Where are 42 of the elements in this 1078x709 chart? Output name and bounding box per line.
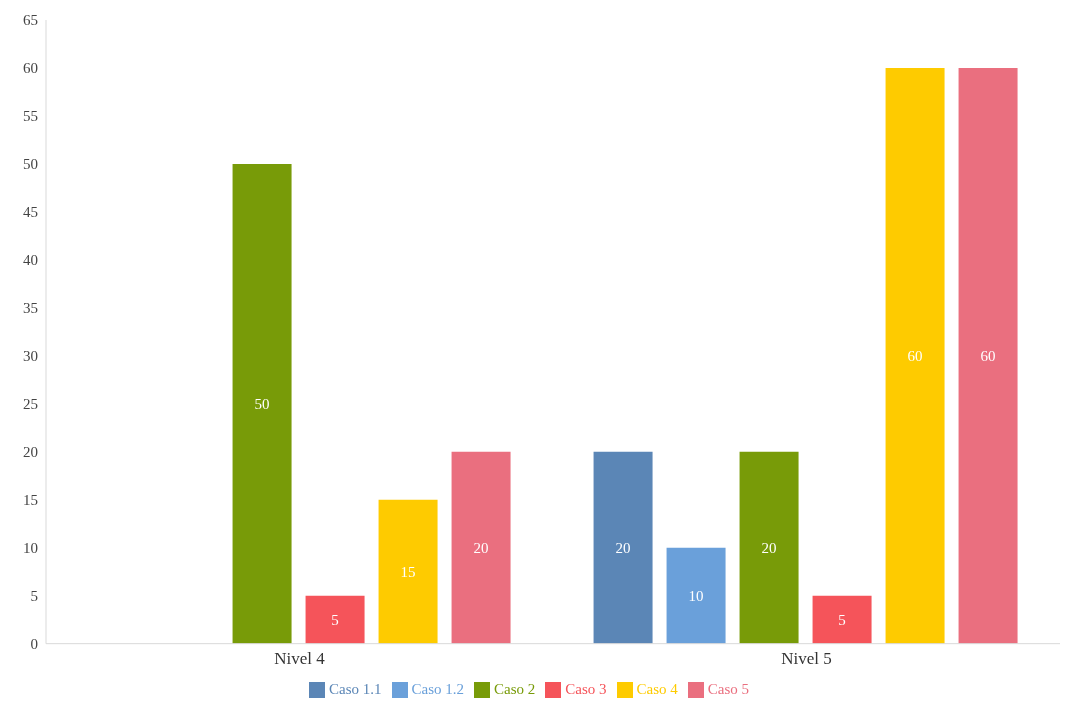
y-tick-label: 40 (23, 252, 38, 269)
legend-label: Caso 5 (707, 680, 749, 697)
legend-label: Caso 1.2 (411, 680, 464, 697)
data-label: 10 (688, 588, 704, 605)
bar (232, 163, 292, 644)
y-tick-label: 0 (30, 636, 38, 652)
bar (666, 547, 726, 644)
y-tick-label: 60 (23, 60, 38, 77)
bar (812, 595, 872, 644)
data-label: 20 (615, 540, 631, 557)
y-tick-label: 35 (23, 300, 38, 317)
data-label: 50 (254, 396, 270, 413)
y-tick-label: 5 (30, 588, 38, 605)
x-tick-label: Nivel 5 (781, 648, 832, 668)
data-label: 60 (907, 348, 923, 365)
y-tick-label: 20 (23, 444, 38, 461)
data-label: 15 (400, 564, 416, 581)
legend-label: Caso 4 (636, 680, 678, 697)
data-label: 20 (473, 540, 489, 557)
bar (593, 451, 653, 644)
data-label: 60 (980, 348, 996, 365)
bar (885, 67, 945, 644)
data-label: 20 (761, 540, 777, 557)
bar (378, 499, 438, 644)
y-tick-label: 50 (23, 156, 38, 173)
legend-label: Caso 1.1 (329, 680, 382, 697)
y-tick-label: 55 (23, 108, 38, 125)
legend-label: Caso 2 (494, 680, 536, 697)
y-tick-label: 10 (23, 540, 38, 557)
bar (739, 451, 799, 644)
bar (305, 595, 365, 644)
y-tick-label: 45 (23, 204, 38, 221)
y-tick-label: 25 (23, 396, 38, 413)
x-tick-label: Nivel 4 (274, 648, 326, 668)
data-label: 5 (331, 612, 339, 629)
legend-label: Caso 3 (565, 680, 607, 697)
bar (958, 67, 1018, 644)
y-tick-label: 15 (23, 492, 38, 509)
bar (451, 451, 511, 644)
data-label: 5 (838, 612, 846, 629)
y-tick-label: 30 (23, 348, 38, 365)
y-tick-label: 65 (23, 12, 38, 29)
